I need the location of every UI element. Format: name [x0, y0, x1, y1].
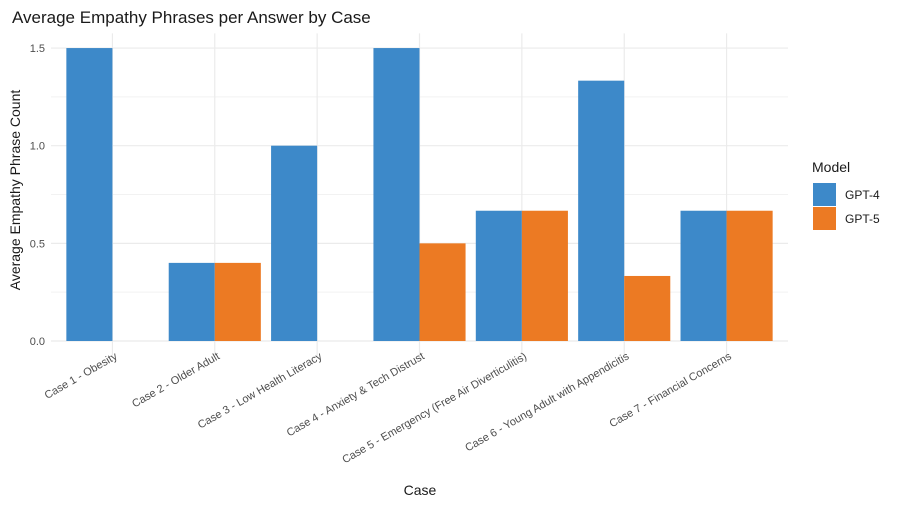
- bar-gpt-5-case-5: [521, 210, 568, 341]
- x-tick-label: Case 1 - Obesity: [43, 350, 120, 402]
- bar-gpt-5-case-2: [214, 262, 261, 341]
- bar-gpt-4-case-1: [66, 48, 113, 342]
- bar-gpt-4-case-4: [373, 48, 420, 342]
- x-tick-label: Case 6 - Young Adult with Appendicitis: [463, 350, 631, 454]
- y-tick-label: 0.5: [30, 238, 45, 250]
- y-tick-label: 0.0: [30, 336, 45, 348]
- chart-title: Average Empathy Phrases per Answer by Ca…: [12, 8, 371, 27]
- bar-gpt-4-case-5: [475, 210, 522, 341]
- bar-gpt-5-case-4: [419, 243, 466, 341]
- bar-gpt-4-case-7: [680, 210, 727, 341]
- y-tick-label: 1.0: [30, 141, 45, 153]
- legend: Model GPT-4 GPT-5: [812, 159, 880, 230]
- legend-key-gpt-4: [813, 183, 836, 206]
- y-tick-label: 1.5: [30, 43, 45, 55]
- bars: [66, 48, 773, 342]
- x-tick-labels: Case 1 - Obesity Case 2 - Older Adult Case…: [43, 350, 735, 466]
- bar-gpt-4-case-2: [168, 262, 215, 341]
- legend-title: Model: [812, 159, 850, 175]
- legend-label: GPT-4: [845, 188, 880, 202]
- bar-gpt-5-case-7: [726, 210, 773, 341]
- legend-key-gpt-5: [813, 207, 836, 230]
- x-tick-label: Case 2 - Older Adult: [130, 350, 222, 410]
- x-axis-title: Case: [404, 482, 437, 498]
- legend-label: GPT-5: [845, 212, 880, 226]
- bar-gpt-4-case-6: [578, 80, 625, 341]
- y-axis-title: Average Empathy Phrase Count: [7, 90, 23, 291]
- bar-gpt-4-case-3: [271, 145, 318, 341]
- y-tick-labels: 0.0 0.5 1.0 1.5: [30, 43, 45, 348]
- x-tick-label: Case 5 - Emergency (Free Air Diverticuli…: [340, 350, 529, 466]
- bar-gpt-5-case-6: [624, 275, 671, 341]
